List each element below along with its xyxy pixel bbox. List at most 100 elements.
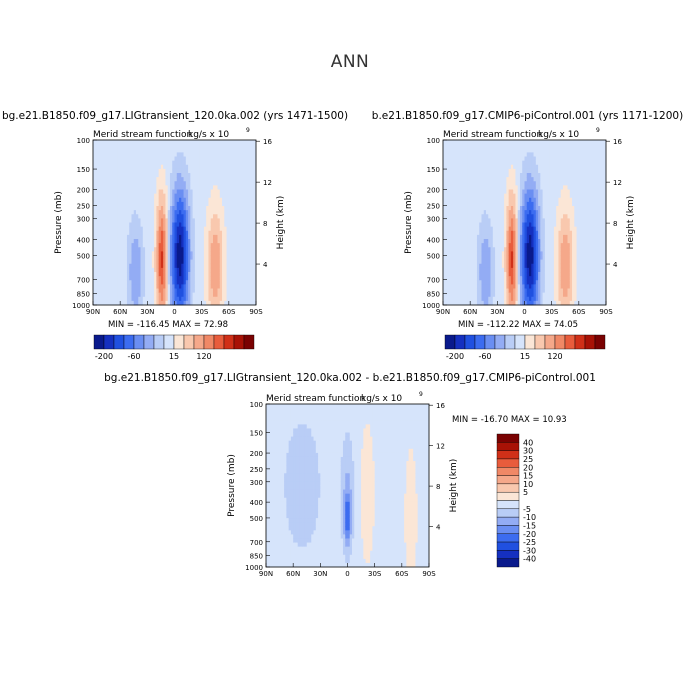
heatmap-cell (111, 168, 114, 174)
heatmap-cell (246, 218, 250, 223)
heatmap-cell (231, 243, 234, 248)
heatmap-cell (526, 144, 530, 149)
heatmap-cell (237, 214, 241, 219)
heatmap-cell (553, 206, 557, 211)
heatmap-cell (452, 276, 455, 281)
heatmap-cell (233, 197, 237, 203)
heatmap-cell (510, 201, 514, 207)
heatmap-cell (226, 243, 230, 248)
heatmap-cell (492, 292, 496, 298)
heatmap-cell (194, 177, 198, 182)
heatmap-cell (501, 193, 505, 199)
heatmap-cell (226, 296, 230, 302)
heatmap-cell (490, 239, 494, 244)
heatmap-cell (547, 160, 550, 166)
heatmap-cell (167, 284, 171, 289)
heatmap-cell (488, 255, 491, 261)
heatmap-cell (126, 218, 130, 223)
heatmap-cell (524, 255, 528, 261)
heatmap-cell (445, 160, 448, 166)
heatmap-cell (553, 300, 557, 306)
heatmap-cell (145, 210, 148, 215)
heatmap-cell (185, 272, 189, 277)
heatmap-cell (510, 251, 514, 256)
heatmap-cell (538, 206, 541, 211)
heatmap-cell (531, 218, 534, 223)
heatmap-cell (517, 164, 521, 170)
heatmap-cell (199, 168, 203, 174)
heatmap-cell (136, 234, 139, 240)
heatmap-cell (515, 193, 519, 199)
heatmap-cell (244, 173, 248, 178)
heatmap-cell (185, 152, 189, 157)
heatmap-cell (472, 276, 476, 281)
heatmap-cell (208, 272, 212, 277)
heatmap-cell (510, 156, 514, 162)
heatmap-cell (445, 263, 448, 269)
heatmap-cell (504, 222, 507, 228)
heatmap-cell (136, 218, 139, 223)
heatmap-cell (497, 255, 500, 261)
heatmap-cell (249, 259, 252, 265)
heatmap-cell (185, 251, 189, 256)
heatmap-cell (558, 164, 562, 170)
heatmap-cell (490, 222, 494, 228)
heatmap-cell (111, 280, 114, 285)
heatmap-cell (515, 251, 519, 256)
heatmap-cell (540, 230, 544, 236)
heatmap-cell (194, 292, 198, 298)
heatmap-cell (486, 247, 489, 252)
heatmap-cell (461, 243, 464, 248)
heatmap-cell (242, 156, 246, 162)
heatmap-cell (481, 247, 485, 252)
heatmap-cell (163, 276, 166, 281)
heatmap-cell (556, 197, 559, 203)
heatmap-cell (120, 272, 123, 277)
heatmap-cell (122, 168, 126, 174)
heatmap-cell (106, 197, 110, 203)
heatmap-cell (449, 255, 453, 261)
heatmap-cell (197, 280, 200, 285)
heatmap-cell (104, 243, 107, 248)
heatmap-cell (237, 267, 241, 273)
heatmap-cell (156, 214, 160, 219)
heatmap-cell (145, 230, 148, 236)
heatmap-cell (194, 164, 198, 170)
heatmap-cell (490, 189, 494, 195)
heatmap-cell (108, 168, 112, 174)
heatmap-cell (454, 185, 457, 190)
heatmap-cell (172, 239, 175, 244)
heatmap-cell (476, 251, 480, 256)
heatmap-cell (93, 189, 96, 195)
heatmap-cell (206, 226, 209, 232)
heatmap-cell (481, 214, 485, 219)
heatmap-cell (222, 214, 225, 219)
heatmap-cell (474, 160, 478, 166)
heatmap-cell (126, 280, 130, 285)
heatmap-cell (160, 144, 164, 149)
heatmap-cell (133, 206, 137, 211)
heatmap-cell (172, 152, 175, 157)
heatmap-cell (526, 255, 530, 261)
heatmap-cell (465, 239, 469, 244)
heatmap-cell (154, 140, 157, 145)
heatmap-cell (133, 181, 137, 186)
heatmap-cell (542, 206, 546, 211)
heatmap-cell (515, 276, 519, 281)
heatmap-cell (126, 226, 130, 232)
heatmap-cell (93, 267, 96, 273)
heatmap-cell (117, 193, 121, 199)
heatmap-cell (524, 214, 528, 219)
heatmap-cell (479, 181, 482, 186)
heatmap-cell (470, 152, 473, 157)
heatmap-cell (524, 173, 528, 178)
heatmap-cell (467, 140, 471, 145)
heatmap-cell (120, 152, 123, 157)
heatmap-cell (174, 292, 178, 298)
heatmap-cell (519, 284, 523, 289)
heatmap-cell (219, 140, 223, 145)
heatmap-cell (495, 214, 498, 219)
heatmap-cell (115, 280, 119, 285)
heatmap-cell (156, 267, 160, 273)
heatmap-cell (169, 239, 173, 244)
